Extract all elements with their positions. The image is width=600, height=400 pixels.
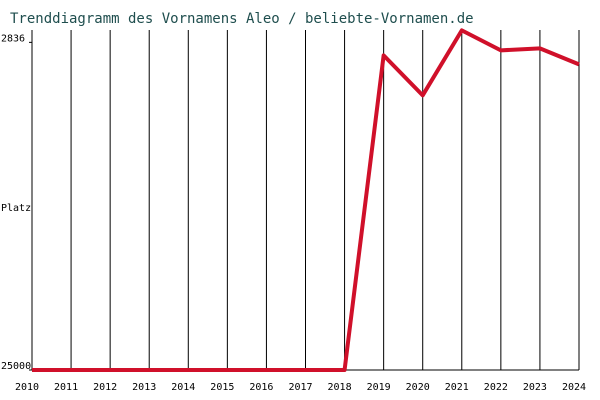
y-tick-label: 2836 — [1, 33, 25, 44]
x-tick-label: 2013 — [132, 382, 156, 393]
x-tick-label: 2022 — [484, 382, 508, 393]
x-tick-label: 2011 — [54, 382, 78, 393]
x-tick-label: 2021 — [445, 382, 469, 393]
x-tick-label: 2010 — [15, 382, 39, 393]
x-tick-label: 2020 — [406, 382, 430, 393]
x-tick-label: 2024 — [562, 382, 586, 393]
x-tick-label: 2012 — [93, 382, 117, 393]
data-line — [32, 28, 580, 372]
chart-title: Trenddiagramm des Vornamens Aleo / belie… — [10, 11, 474, 27]
y-axis-label: Platz — [1, 203, 31, 214]
x-tick-label: 2017 — [288, 382, 312, 393]
x-tick-label: 2015 — [210, 382, 234, 393]
x-tick-label: 2016 — [249, 382, 273, 393]
x-tick-label: 2023 — [523, 382, 547, 393]
x-tick-label: 2019 — [367, 382, 391, 393]
x-tick-label: 2018 — [328, 382, 352, 393]
x-tick-label: 2014 — [171, 382, 195, 393]
y-tick-label: 25000 — [1, 361, 31, 372]
